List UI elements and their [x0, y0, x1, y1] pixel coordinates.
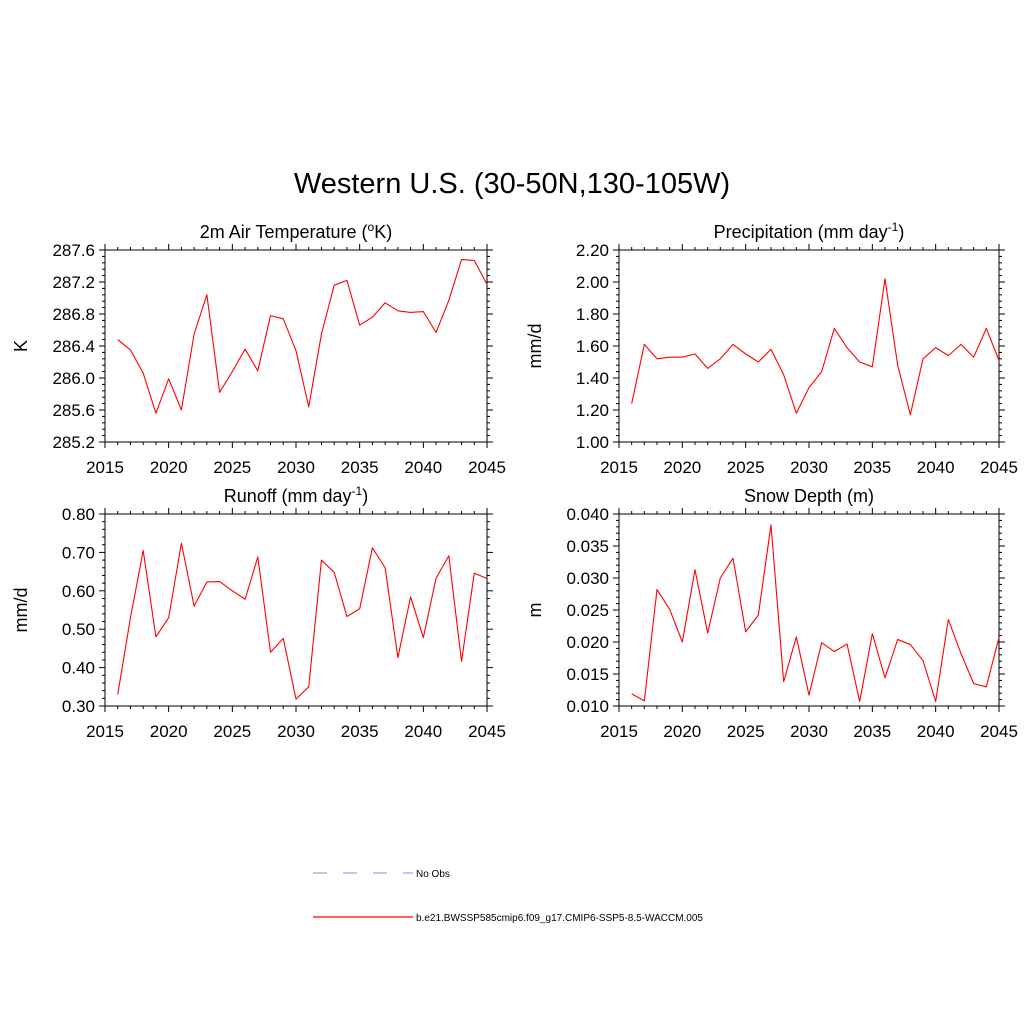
- x-tick-label: 2020: [663, 722, 701, 741]
- panel-2: Precipitation (mm day-1) mm/d 2015 2020 2025…: [525, 220, 1018, 477]
- y-tick-label: 287.6: [52, 241, 95, 260]
- y-tick-label: 0.020: [566, 633, 609, 652]
- legend-label: b.e21.BWSSP585cmip6.f09_g17.CMIP6-SSP5-8…: [416, 913, 703, 924]
- x-tick-label: 2030: [277, 722, 315, 741]
- x-tick-label: 2040: [404, 722, 442, 741]
- y-tick-label: 1.60: [576, 337, 609, 356]
- x-tick-label: 2045: [980, 458, 1018, 477]
- y-tick-label: 285.2: [52, 433, 95, 452]
- y-tick-label: 287.2: [52, 273, 95, 292]
- y-axis-label: K: [11, 340, 31, 352]
- y-axis-label: m: [525, 603, 545, 618]
- plot-frame: [618, 249, 1000, 443]
- x-tick-label: 2025: [213, 722, 251, 741]
- y-tick-label: 1.20: [576, 401, 609, 420]
- x-tick-label: 2045: [468, 458, 506, 477]
- x-tick-label: 2030: [277, 458, 315, 477]
- legend: No Obs b.e21.BWSSP585cmip6.f09_g17.CMIP6-…: [313, 869, 703, 924]
- y-tick-label: 0.035: [566, 537, 609, 556]
- panel-title-end: K): [374, 222, 392, 242]
- x-tick-label: 2020: [150, 722, 188, 741]
- x-tick-label: 2045: [468, 722, 506, 741]
- x-tick-label: 2015: [600, 458, 638, 477]
- series-line: [117, 542, 488, 700]
- y-tick-label: 0.025: [566, 601, 609, 620]
- y-tick-label: 0.60: [62, 582, 95, 601]
- plot-frame: [104, 249, 488, 443]
- panel-title-superscript: o: [368, 220, 375, 234]
- panel-title-end: ): [362, 486, 368, 506]
- y-tick-label: 286.8: [52, 305, 95, 324]
- y-tick-label: 0.015: [566, 665, 609, 684]
- figure-title: Western U.S. (30-50N,130-105W): [293, 168, 731, 200]
- series-line: [631, 278, 1000, 416]
- y-tick-label: 1.40: [576, 369, 609, 388]
- y-tick-label: 286.4: [52, 337, 95, 356]
- x-tick-label: 2030: [790, 458, 828, 477]
- y-tick-label: 2.00: [576, 273, 609, 292]
- x-tick-label: 2040: [917, 458, 955, 477]
- panel-title: 2m Air Temperature (oK): [200, 220, 392, 242]
- panel-title: Runoff (mm day-1): [224, 484, 368, 506]
- y-tick-label: 1.80: [576, 305, 609, 324]
- y-tick-label: 285.6: [52, 401, 95, 420]
- y-axis-label: mm/d: [11, 588, 31, 633]
- x-tick-label: 2030: [790, 722, 828, 741]
- y-tick-label: 0.40: [62, 659, 95, 678]
- y-tick-label: 0.30: [62, 697, 95, 716]
- panel-title-main: 2m Air Temperature (: [200, 222, 368, 242]
- x-tick-label: 2040: [404, 458, 442, 477]
- y-tick-label: 0.030: [566, 569, 609, 588]
- y-tick-label: 286.0: [52, 369, 95, 388]
- panel-1: 2m Air Temperature (oK) K 2015 2020 2025 2030…: [11, 220, 506, 477]
- x-tick-label: 2045: [980, 722, 1018, 741]
- panel-title: Snow Depth (m): [744, 486, 874, 506]
- panel-title-end: ): [898, 222, 904, 242]
- x-tick-label: 2020: [150, 458, 188, 477]
- y-tick-label: 0.80: [62, 505, 95, 524]
- panel-3: Runoff (mm day-1) mm/d 2015 2020 2025 2030 203…: [11, 484, 506, 741]
- x-tick-label: 2035: [341, 458, 379, 477]
- x-tick-label: 2015: [86, 458, 124, 477]
- x-tick-label: 2040: [917, 722, 955, 741]
- x-tick-label: 2015: [600, 722, 638, 741]
- y-tick-label: 0.040: [566, 505, 609, 524]
- y-tick-label: 2.20: [576, 241, 609, 260]
- series-line: [117, 259, 488, 414]
- panel-title: Precipitation (mm day-1): [714, 220, 905, 242]
- x-tick-label: 2035: [853, 458, 891, 477]
- plot-frame: [618, 513, 1000, 707]
- y-tick-label: 1.00: [576, 433, 609, 452]
- panel-title-superscript: -1: [352, 484, 363, 498]
- x-tick-label: 2015: [86, 722, 124, 741]
- x-tick-label: 2020: [663, 458, 701, 477]
- y-tick-label: 0.50: [62, 620, 95, 639]
- panel-title-main: Snow Depth (m): [744, 486, 874, 506]
- x-tick-label: 2035: [853, 722, 891, 741]
- panel-title-main: Precipitation (mm day: [714, 222, 888, 242]
- x-tick-label: 2025: [727, 458, 765, 477]
- series-line: [631, 524, 1000, 703]
- y-tick-label: 0.70: [62, 543, 95, 562]
- legend-label: No Obs: [416, 869, 450, 880]
- x-tick-label: 2035: [341, 722, 379, 741]
- panel-4: Snow Depth (m) m 2015 2020 2025 2030 2035 2040 2…: [525, 486, 1018, 741]
- x-tick-label: 2025: [213, 458, 251, 477]
- panel-title-main: Runoff (mm day: [224, 486, 352, 506]
- y-tick-label: 0.010: [566, 697, 609, 716]
- x-tick-label: 2025: [727, 722, 765, 741]
- panel-title-superscript: -1: [888, 220, 899, 234]
- y-axis-label: mm/d: [525, 324, 545, 369]
